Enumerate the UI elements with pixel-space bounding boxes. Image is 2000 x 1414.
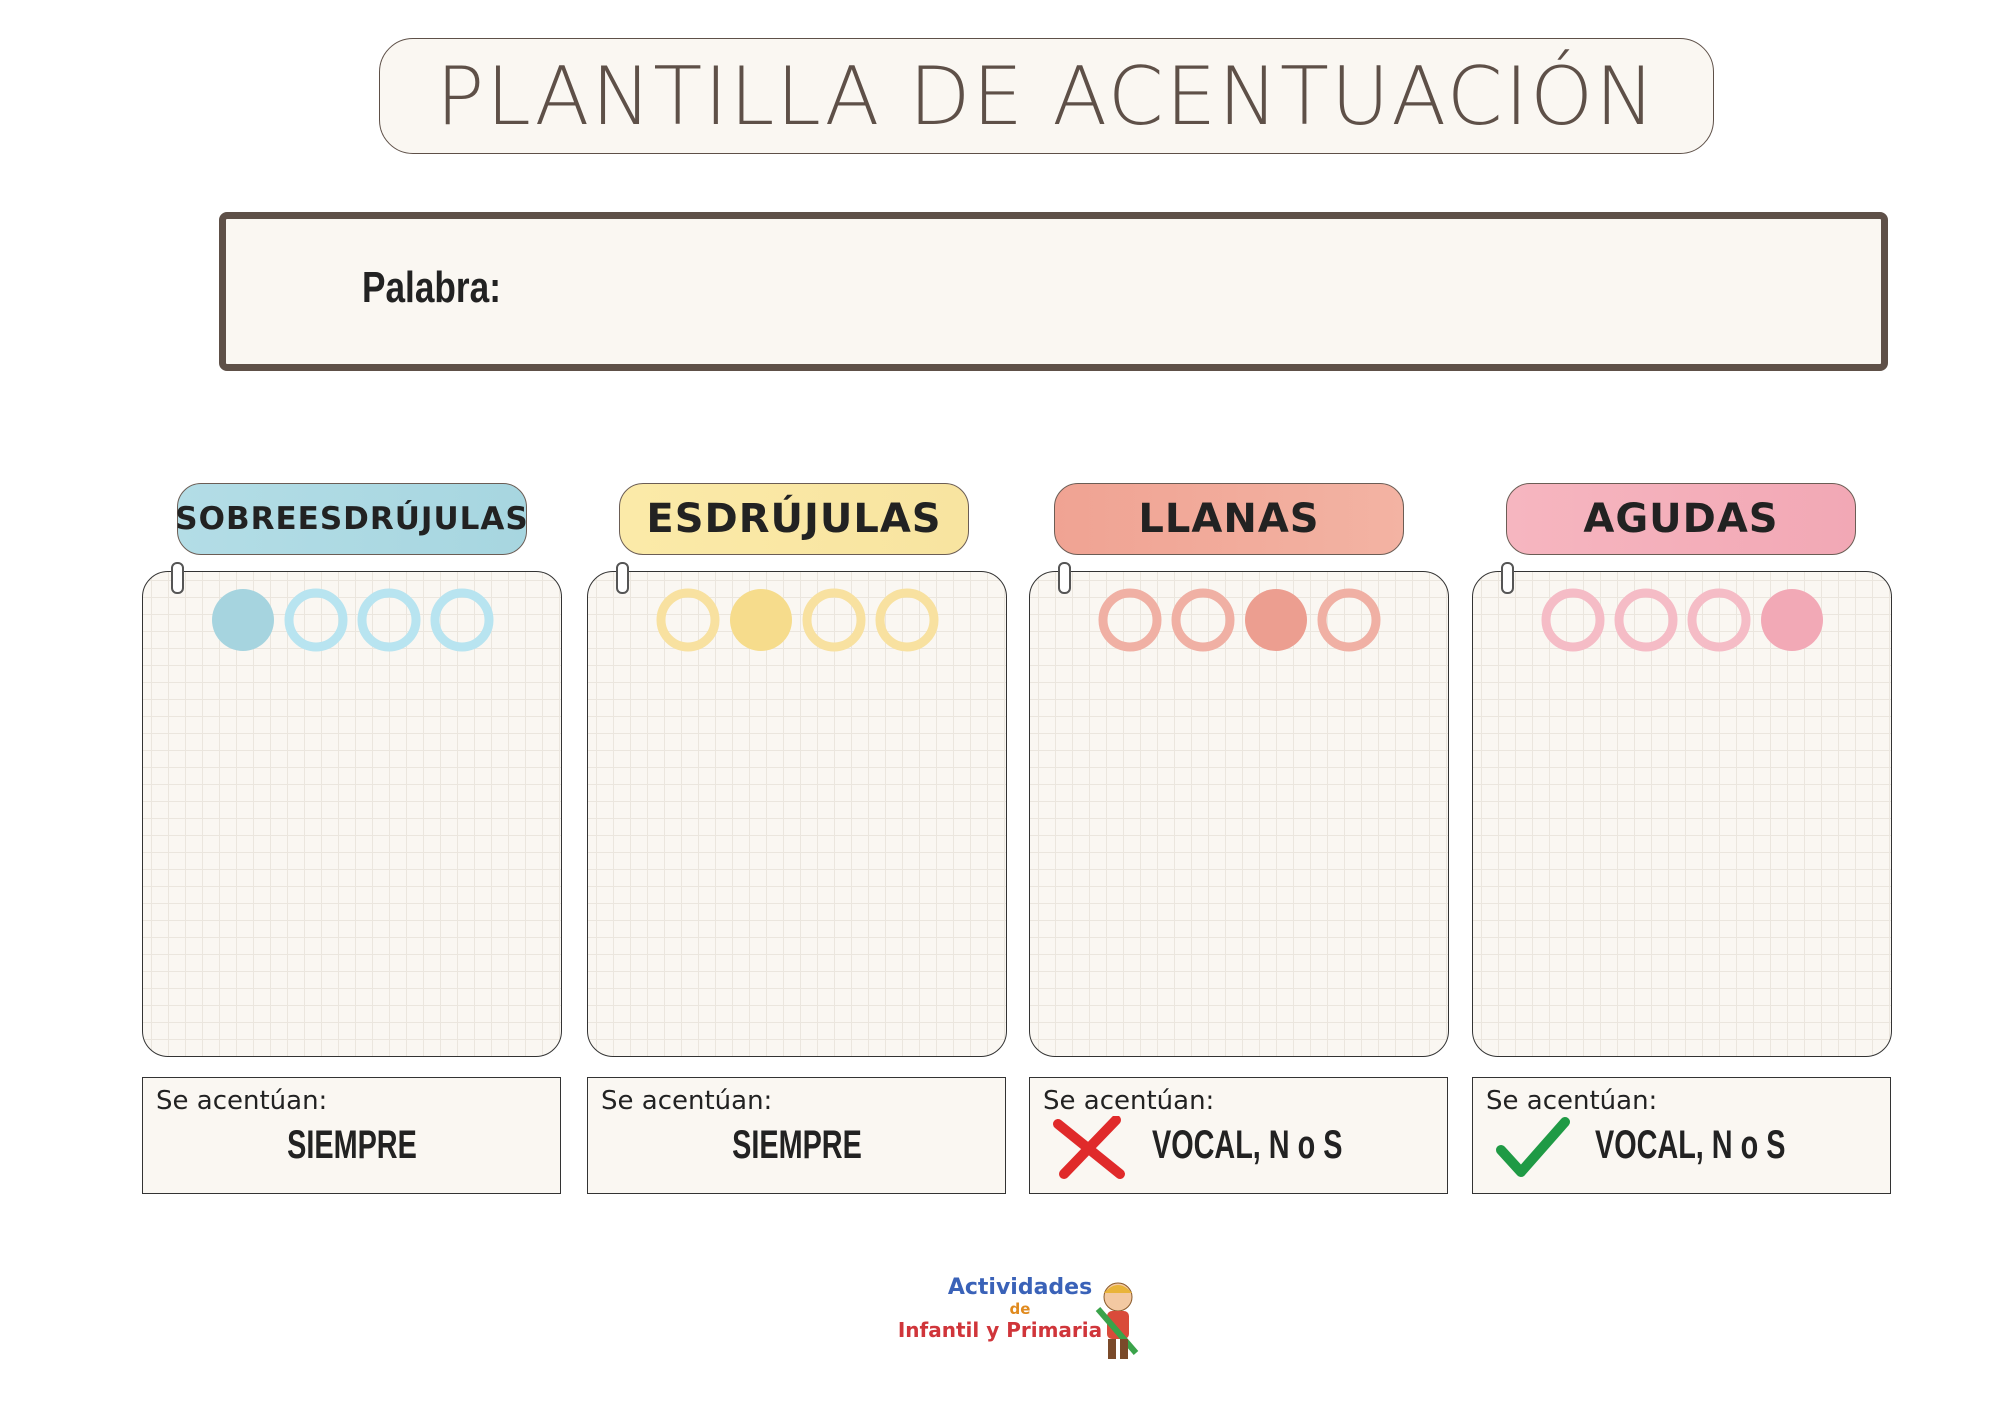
syllable	[875, 588, 939, 652]
logo-line: de	[1009, 1300, 1031, 1318]
grid-panel	[1472, 562, 1892, 1057]
syllable	[1098, 588, 1162, 652]
grid-panel	[587, 562, 1007, 1057]
stressed-syllable	[730, 589, 792, 651]
logo: Actividades de Infantil y Primaria	[880, 1275, 1160, 1370]
column-heading: AGUDAS	[1506, 483, 1856, 555]
grid-panel	[142, 562, 562, 1057]
stressed-syllable	[1245, 589, 1307, 651]
stressed-syllable	[212, 589, 274, 651]
paper-clip	[1501, 562, 1514, 594]
logo-line: Infantil y Primaria	[897, 1318, 1103, 1342]
rule-box: Se acentúan: VOCAL, N o S	[1472, 1077, 1891, 1194]
check-icon	[1496, 1117, 1570, 1177]
word-label: Palabra:	[362, 263, 501, 312]
syllable-circles	[212, 588, 494, 652]
syllable-circles	[656, 588, 939, 652]
syllable	[1171, 588, 1235, 652]
syllable	[656, 588, 720, 652]
logo-figure	[1095, 1282, 1139, 1359]
syllable-circles	[1541, 588, 1823, 652]
syllable	[1541, 588, 1605, 652]
rule-label: Se acentúan:	[156, 1086, 328, 1116]
syllable	[1614, 588, 1678, 652]
grid-panel	[1029, 562, 1449, 1057]
title-box: PLANTILLA DE ACENTUACIÓN	[379, 38, 1714, 154]
stressed-syllable	[1761, 589, 1823, 651]
syllable-circles	[1098, 588, 1381, 652]
logo-line: Actividades	[947, 1275, 1093, 1300]
rule-text: VOCAL, N o S	[1152, 1123, 1343, 1167]
rule-box: Se acentúan: VOCAL, N o S	[1029, 1077, 1448, 1194]
syllable	[357, 588, 421, 652]
cross-icon	[1053, 1116, 1125, 1179]
rule-label: Se acentúan:	[1486, 1086, 1658, 1116]
rule-text: SIEMPRE	[731, 1123, 862, 1167]
syllable	[1317, 588, 1381, 652]
syllable	[284, 588, 348, 652]
column-heading: LLANAS	[1054, 483, 1404, 555]
column-heading: ESDRÚJULAS	[619, 483, 969, 555]
rule-box: Se acentúan: SIEMPRE	[142, 1077, 561, 1194]
rule-label: Se acentúan:	[601, 1086, 773, 1116]
paper-clip	[616, 562, 629, 594]
paper-clip	[171, 562, 184, 594]
syllable	[430, 588, 494, 652]
syllable	[1687, 588, 1751, 652]
paper-clip	[1058, 562, 1071, 594]
syllable	[802, 588, 866, 652]
title: PLANTILLA DE ACENTUACIÓN	[436, 49, 1657, 143]
rule-box: Se acentúan: SIEMPRE	[587, 1077, 1006, 1194]
column-heading: SOBREESDRÚJULAS	[175, 483, 528, 555]
rule-text: SIEMPRE	[286, 1123, 417, 1167]
word-box: Palabra:	[219, 212, 1888, 371]
rule-label: Se acentúan:	[1043, 1086, 1215, 1116]
rule-text: VOCAL, N o S	[1595, 1123, 1786, 1167]
